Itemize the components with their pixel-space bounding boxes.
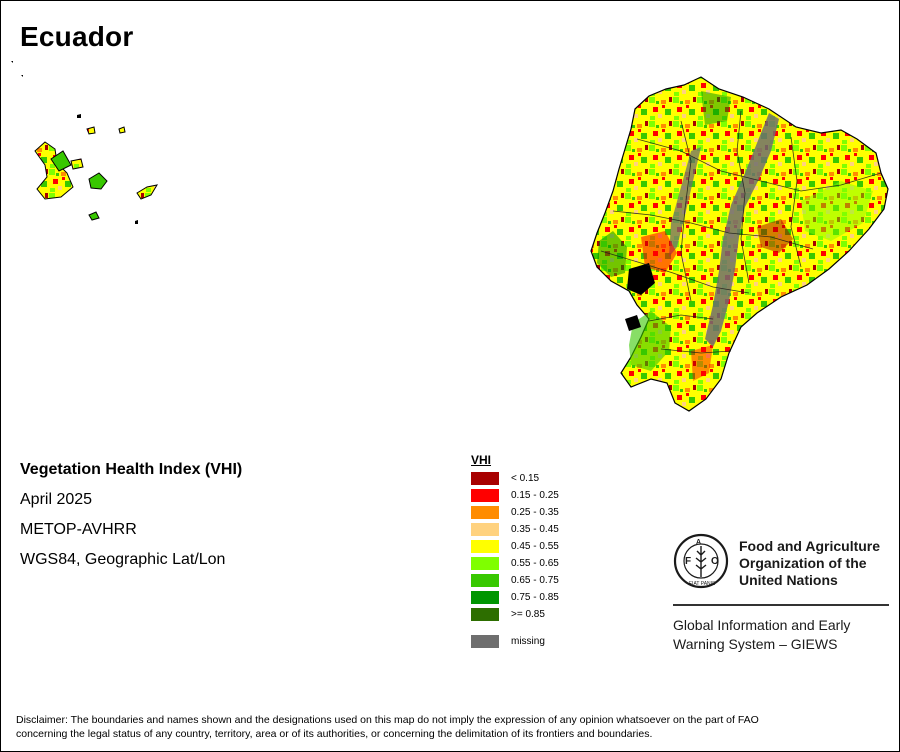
product-name: Vegetation Health Index (VHI) <box>20 461 243 478</box>
vhi-map <box>11 61 889 412</box>
legend-title: VHI <box>471 453 492 467</box>
fao-motto: FIAT PANIS <box>689 581 716 587</box>
divider <box>673 604 889 606</box>
fao-emblem-icon: F A O FIAT PANIS <box>673 533 729 589</box>
disclaimer: Disclaimer: The boundaries and names sho… <box>16 713 886 741</box>
legend-row: 0.65 - 0.75 <box>471 572 559 589</box>
legend-row: 0.55 - 0.65 <box>471 555 559 572</box>
legend-swatch <box>471 506 499 519</box>
legend-label: >= 0.85 <box>511 609 545 620</box>
galapagos-islands <box>34 126 159 221</box>
legend-label: 0.25 - 0.35 <box>511 507 559 518</box>
legend-swatch <box>471 523 499 536</box>
legend-label: 0.35 - 0.45 <box>511 524 559 535</box>
giews-name: Global Information and Early Warning Sys… <box>673 616 850 654</box>
legend-row: 0.45 - 0.55 <box>471 538 559 555</box>
vhi-legend: VHI < 0.15 0.15 - 0.25 0.25 - 0.35 0.35 - 0… <box>471 453 559 650</box>
fao-name-line: United Nations <box>739 572 838 588</box>
fao-name-line: Food and Agriculture <box>739 538 881 554</box>
disclaimer-line: Disclaimer: The boundaries and names sho… <box>16 714 759 726</box>
period: April 2025 <box>20 491 93 508</box>
legend-label: 0.55 - 0.65 <box>511 558 559 569</box>
legend-swatch <box>471 489 499 502</box>
legend-row: 0.15 - 0.25 <box>471 487 559 504</box>
legend-label: < 0.15 <box>511 473 540 484</box>
map-title: Ecuador <box>20 21 134 52</box>
legend-swatch <box>471 557 499 570</box>
legend-row: 0.75 - 0.85 <box>471 589 559 606</box>
legend-swatch <box>471 540 499 553</box>
legend-label-missing: missing <box>511 636 545 647</box>
legend-row: 0.25 - 0.35 <box>471 504 559 521</box>
fao-name-line: Organization of the <box>739 555 867 571</box>
svg-text:A: A <box>696 539 701 546</box>
fao-name: Food and Agriculture Organization of the… <box>739 538 880 589</box>
legend-swatch <box>471 472 499 485</box>
legend-row: >= 0.85 <box>471 606 559 623</box>
svg-text:F: F <box>685 556 691 567</box>
legend-row: < 0.15 <box>471 470 559 487</box>
legend-swatch-missing <box>471 635 499 648</box>
giews-line: Global Information and Early <box>673 617 851 633</box>
legend-label: 0.45 - 0.55 <box>511 541 559 552</box>
legend-swatch <box>471 574 499 587</box>
svg-text:O: O <box>711 556 719 567</box>
legend-row: 0.35 - 0.45 <box>471 521 559 538</box>
legend-label: 0.15 - 0.25 <box>511 490 559 501</box>
map-info: Vegetation Health Index (VHI) April 2025… <box>20 459 242 579</box>
legend-label: 0.65 - 0.75 <box>511 575 559 586</box>
legend-label: 0.75 - 0.85 <box>511 592 559 603</box>
projection: WGS84, Geographic Lat/Lon <box>20 551 226 568</box>
legend-swatch <box>471 608 499 621</box>
giews-line: Warning System – GIEWS <box>673 636 838 652</box>
sensor: METOP-AVHRR <box>20 521 137 538</box>
disclaimer-line: concerning the legal status of any count… <box>16 728 653 740</box>
legend-swatch <box>471 591 499 604</box>
legend-missing: missing <box>471 633 559 650</box>
